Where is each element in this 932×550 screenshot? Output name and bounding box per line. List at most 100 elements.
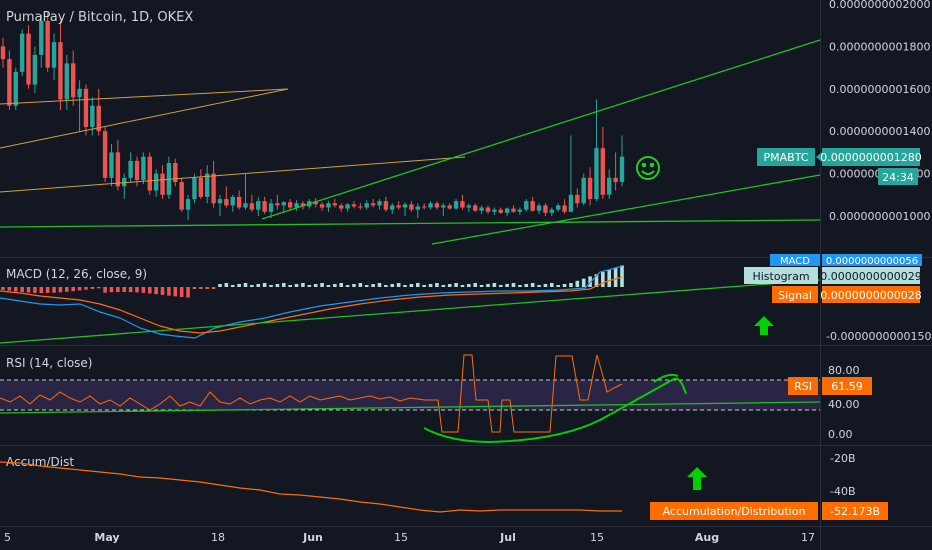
rsi-pane[interactable]: RSI (14, close) 80.00 40.00 0.00 RSI 61.… — [0, 354, 872, 444]
trendline-orange-3 — [0, 156, 466, 193]
macd-histogram-bar — [518, 285, 522, 287]
candle — [7, 50, 12, 110]
candle — [396, 201, 401, 210]
candle — [51, 33, 57, 81]
price-pane[interactable]: 0.0000000002000 0.0000000001800 0.00000000… — [0, 0, 930, 245]
macd-histogram-bar — [447, 284, 452, 287]
macd-histogram-bar — [486, 284, 490, 287]
candle — [390, 203, 395, 214]
macd-histogram-bar — [594, 274, 599, 287]
candle — [447, 203, 452, 210]
rsi-label-name: RSI — [794, 380, 812, 393]
time-axis[interactable]: 5 May 18 Jun 15 Jul 15 Aug 17 — [4, 531, 815, 544]
chart-title: PumaPay / Bitcoin, 1D, OKEX — [6, 10, 193, 25]
candle — [466, 203, 472, 212]
time-axis-tick: 18 — [211, 531, 225, 544]
candle — [19, 29, 25, 77]
candle — [287, 199, 293, 210]
macd-histogram-bar — [441, 285, 446, 287]
candle — [339, 203, 344, 212]
candle — [555, 203, 561, 212]
time-axis-tick: 5 — [4, 531, 11, 544]
macd-histogram-bar — [511, 283, 516, 287]
candle — [26, 25, 31, 89]
candle — [70, 50, 76, 106]
macd-histogram-bar — [505, 284, 509, 287]
candle — [428, 201, 433, 210]
macd-histogram-bar — [205, 287, 210, 289]
candle — [281, 201, 286, 212]
macd-histogram-bar — [167, 287, 171, 296]
macd-histogram-bar — [103, 287, 107, 293]
macd-histogram-bar — [384, 285, 388, 287]
candle — [313, 197, 318, 208]
macd-histogram-bar — [479, 285, 484, 287]
ad-tick-20: -20B — [830, 452, 856, 465]
candle — [166, 156, 172, 200]
macd-histogram-bar — [364, 285, 369, 287]
macd-histogram-bar — [109, 287, 114, 293]
candle — [415, 203, 420, 219]
candle — [275, 194, 280, 210]
macd-histogram-bar — [403, 285, 407, 287]
macd-histogram-bar — [498, 285, 503, 287]
macd-histogram-bar — [435, 283, 439, 287]
candle — [160, 165, 165, 200]
candle — [607, 169, 612, 200]
candle — [485, 205, 491, 214]
macd-histogram-bar — [186, 287, 190, 298]
candle — [77, 80, 82, 132]
macd-histogram-bar — [467, 284, 471, 287]
candle — [179, 177, 184, 212]
candle — [217, 194, 223, 216]
macd-histogram-bar — [1, 287, 5, 290]
candle — [581, 173, 586, 206]
trendline-green-channel-bottom — [431, 174, 821, 245]
macd-histogram-bar — [339, 283, 344, 287]
macd-label-name: MACD — [780, 256, 810, 267]
macd-histogram — [1, 265, 624, 298]
candle — [236, 190, 242, 210]
macd-histogram-bar — [58, 287, 63, 293]
candle — [192, 173, 197, 204]
candle — [332, 199, 338, 208]
macd-histogram-bar — [230, 285, 235, 287]
up-arrow-icon — [687, 467, 707, 490]
price-axis-tick: 0.0000000001000 — [829, 210, 930, 223]
candle — [109, 143, 114, 187]
time-axis-tick: May — [94, 531, 119, 544]
candle — [32, 46, 38, 94]
macd-histogram-bar — [256, 284, 261, 287]
candle — [153, 169, 159, 197]
macd-histogram-bar — [218, 284, 222, 287]
macd-histogram-bar — [173, 287, 178, 297]
ticker-label: PMABTC — [764, 151, 809, 164]
candle — [45, 12, 50, 72]
macd-histogram-bar — [128, 287, 133, 293]
macd-histogram-bar — [122, 287, 127, 293]
price-axis-tick: 0.0000000001400 — [829, 125, 930, 138]
smiley-icon — [636, 156, 660, 180]
macd-histogram-bar — [390, 284, 395, 287]
candle — [460, 194, 465, 210]
trendline-orange-2 — [0, 88, 289, 149]
accum-dist-pane[interactable]: Accum/Dist -20B -40B Accumulation/Distri… — [0, 452, 888, 520]
macd-histogram-bar — [281, 283, 286, 287]
macd-histogram-bar — [199, 287, 203, 289]
macd-pane[interactable]: MACD (12, 26, close, 9) -0.0000000000150… — [0, 254, 931, 344]
candle — [600, 126, 606, 200]
macd-histogram-bar — [422, 285, 426, 287]
candle — [141, 152, 146, 185]
candle — [198, 169, 204, 200]
rsi-line — [0, 354, 623, 433]
candle — [115, 139, 121, 191]
rsi-tick-40: 40.00 — [828, 398, 860, 411]
macd-histogram-bar — [371, 284, 375, 287]
macd-histogram-bar — [620, 265, 624, 287]
macd-histogram-bar — [569, 283, 573, 287]
rsi-trendline — [0, 401, 821, 414]
macd-histogram-bar — [454, 283, 458, 287]
macd-histogram-bar — [192, 287, 197, 289]
macd-histogram-bar — [358, 283, 363, 287]
